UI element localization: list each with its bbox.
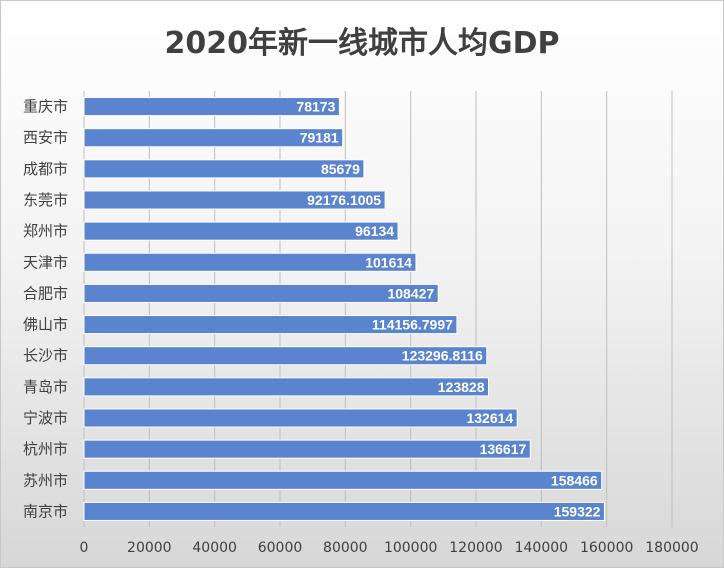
bar-value-label: 85679 <box>321 161 360 177</box>
bar <box>83 252 417 272</box>
gridlines <box>83 91 673 527</box>
category-label: 佛山市 <box>23 316 68 334</box>
bar-value-label: 108427 <box>387 285 434 301</box>
chart-title: 2020年新一线城市人均GDP <box>164 26 559 61</box>
category-label: 苏州市 <box>23 471 68 489</box>
bar-value-label: 101614 <box>365 254 412 270</box>
category-label: 青岛市 <box>23 378 68 396</box>
bar-value-label: 96134 <box>355 223 394 239</box>
bar-value-label: 159322 <box>554 503 601 519</box>
x-tick-label: 180000 <box>645 540 698 556</box>
x-tick-label: 60000 <box>258 540 303 556</box>
x-tick-label: 100000 <box>384 540 437 556</box>
category-label: 东莞市 <box>23 191 68 209</box>
x-axis-ticks: 0 20000 40000 60000 80000 100000 120000 140000 1… <box>80 540 699 556</box>
bar <box>83 128 344 148</box>
x-tick-label: 80000 <box>323 540 368 556</box>
bar <box>83 377 490 397</box>
category-label: 重庆市 <box>23 98 68 116</box>
bar <box>83 283 439 303</box>
bar <box>83 97 340 117</box>
bar <box>83 159 365 179</box>
x-tick-label: 140000 <box>515 540 568 556</box>
bar-value-label: 158466 <box>551 472 598 488</box>
x-tick-label: 160000 <box>580 540 633 556</box>
x-tick-label: 40000 <box>192 540 237 556</box>
bar <box>83 408 518 428</box>
bars: 78173 79181 85679 92176.1005 96134 101614 1084… <box>83 97 605 521</box>
bar-value-label: 123828 <box>438 379 485 395</box>
bar <box>83 346 488 366</box>
category-label: 合肥市 <box>23 284 68 302</box>
bar <box>83 470 603 490</box>
category-label: 西安市 <box>23 129 68 147</box>
category-label: 南京市 <box>23 502 68 520</box>
x-tick-label: 120000 <box>449 540 502 556</box>
category-label: 天津市 <box>23 253 68 271</box>
bar-value-label: 78173 <box>296 99 335 115</box>
bar <box>83 315 458 335</box>
x-tick-label: 0 <box>80 540 89 556</box>
category-label: 宁波市 <box>23 409 68 427</box>
category-labels: 重庆市西安市成都市东莞市郑州市天津市合肥市佛山市长沙市青岛市宁波市杭州市苏州市南… <box>23 98 68 521</box>
bar-value-label: 92176.1005 <box>307 192 381 208</box>
category-label: 郑州市 <box>23 222 68 240</box>
bar <box>83 190 386 210</box>
category-label: 成都市 <box>23 160 68 178</box>
bar-value-label: 136617 <box>480 441 527 457</box>
category-label: 长沙市 <box>23 347 68 365</box>
bar-value-label: 114156.7997 <box>372 317 453 333</box>
bar <box>83 439 531 459</box>
category-label: 杭州市 <box>23 440 68 458</box>
bar-value-label: 132614 <box>466 410 513 426</box>
bar-value-label: 123296.8116 <box>402 348 483 364</box>
x-tick-label: 20000 <box>127 540 172 556</box>
bar <box>83 221 399 241</box>
bar-value-label: 79181 <box>300 130 339 146</box>
bar <box>83 501 605 521</box>
